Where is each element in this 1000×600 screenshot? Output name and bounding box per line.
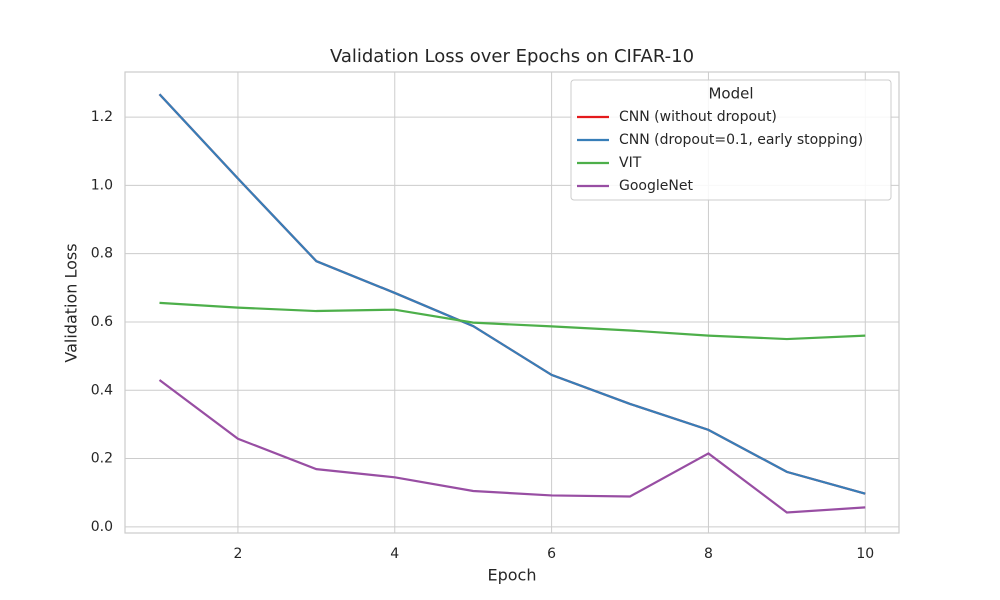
y-tick-label: 0.8 (91, 246, 113, 262)
legend-label: VIT (619, 155, 642, 171)
series-line (159, 301, 866, 341)
y-tick-label: 0.0 (91, 519, 113, 535)
x-tick-label: 2 (233, 546, 242, 562)
y-tick-label: 0.2 (91, 451, 113, 467)
series-line (158, 93, 866, 495)
legend-label: CNN (without dropout) (619, 109, 777, 125)
legend-box (570, 79, 892, 201)
series-line (158, 379, 866, 514)
chart-title: Validation Loss over Epochs on CIFAR-10 (330, 46, 694, 67)
y-tick-label: 1.0 (91, 177, 113, 193)
x-tick-label: 10 (856, 546, 874, 562)
legend-title: Model (708, 85, 753, 103)
y-tick-label: 0.4 (91, 382, 113, 398)
x-tick-label: 8 (704, 546, 713, 562)
y-tick-label: 0.6 (91, 314, 113, 330)
x-tick-label: 4 (390, 546, 399, 562)
y-axis-label: Validation Loss (62, 243, 81, 362)
legend-label: GoogleNet (619, 178, 693, 194)
x-tick-label: 6 (547, 546, 556, 562)
x-axis-label: Epoch (488, 566, 537, 585)
legend-label: CNN (dropout=0.1, early stopping) (619, 132, 863, 148)
y-tick-label: 1.2 (91, 109, 113, 125)
plot-frame (124, 71, 900, 534)
